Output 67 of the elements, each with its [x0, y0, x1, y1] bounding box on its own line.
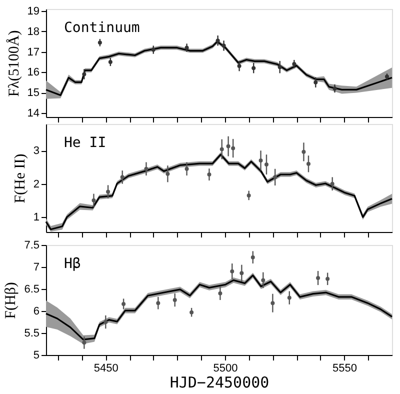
point [287, 296, 292, 300]
annotation: Continuum [64, 20, 140, 36]
point [82, 72, 86, 76]
point [270, 301, 275, 306]
y-axis-title: F(He II) [12, 154, 28, 204]
point [326, 276, 330, 281]
annotation: He II [64, 135, 106, 151]
y-tick-label: 3 [33, 145, 40, 158]
point [92, 198, 96, 202]
point [190, 310, 194, 314]
point [314, 80, 318, 84]
x-tick-label: 5500 [213, 362, 238, 374]
point [292, 62, 296, 66]
point [302, 150, 306, 154]
point [316, 276, 320, 280]
y-tick-label: 7 [33, 262, 40, 274]
point [184, 166, 189, 171]
point [166, 172, 170, 176]
point [273, 175, 278, 180]
point [246, 193, 251, 198]
point [258, 158, 263, 163]
point [106, 190, 110, 194]
point [306, 162, 310, 166]
point [220, 147, 224, 152]
y-tick-label: 6.5 [24, 284, 40, 296]
point [240, 271, 244, 276]
x-tick-label: 5450 [94, 362, 118, 374]
point [104, 320, 108, 324]
point [218, 291, 222, 296]
x-axis-title: HJD−2450000 [170, 374, 270, 392]
point [231, 146, 236, 150]
point [237, 64, 242, 68]
y-tick-label: 17 [27, 46, 40, 58]
point [120, 175, 124, 180]
point [122, 302, 126, 306]
y-tick-label: 19 [27, 6, 40, 18]
y-axis-title: F(Hβ) [3, 282, 20, 319]
point [226, 144, 230, 148]
point [250, 255, 255, 260]
point [230, 269, 234, 274]
y-tick-label: 18 [27, 26, 40, 38]
y-tick-label: 7.5 [24, 240, 40, 252]
y-tick-label: 1 [33, 212, 40, 224]
y-tick-label: 15 [27, 87, 40, 100]
y-tick-label: 14 [27, 107, 40, 120]
point [144, 166, 148, 171]
point [207, 172, 212, 177]
point [82, 340, 86, 345]
point [261, 278, 266, 282]
point [222, 44, 226, 48]
y-axis-title: Fλ(5100Å) [5, 30, 22, 97]
point [252, 66, 256, 70]
y-tick-label: 6 [33, 306, 40, 318]
y-tick-label: 2 [33, 178, 40, 190]
point [278, 65, 282, 70]
point [216, 38, 220, 43]
y-tick-label: 5 [33, 350, 40, 362]
point [156, 301, 160, 306]
y-tick-label: 16 [27, 66, 40, 79]
point [332, 86, 337, 90]
point [172, 298, 177, 302]
x-tick-label: 5550 [332, 362, 358, 374]
annotation: Hβ [64, 256, 81, 272]
point [330, 182, 334, 186]
point [264, 162, 268, 167]
point [108, 60, 112, 64]
y-tick-label: 5.5 [24, 328, 40, 340]
